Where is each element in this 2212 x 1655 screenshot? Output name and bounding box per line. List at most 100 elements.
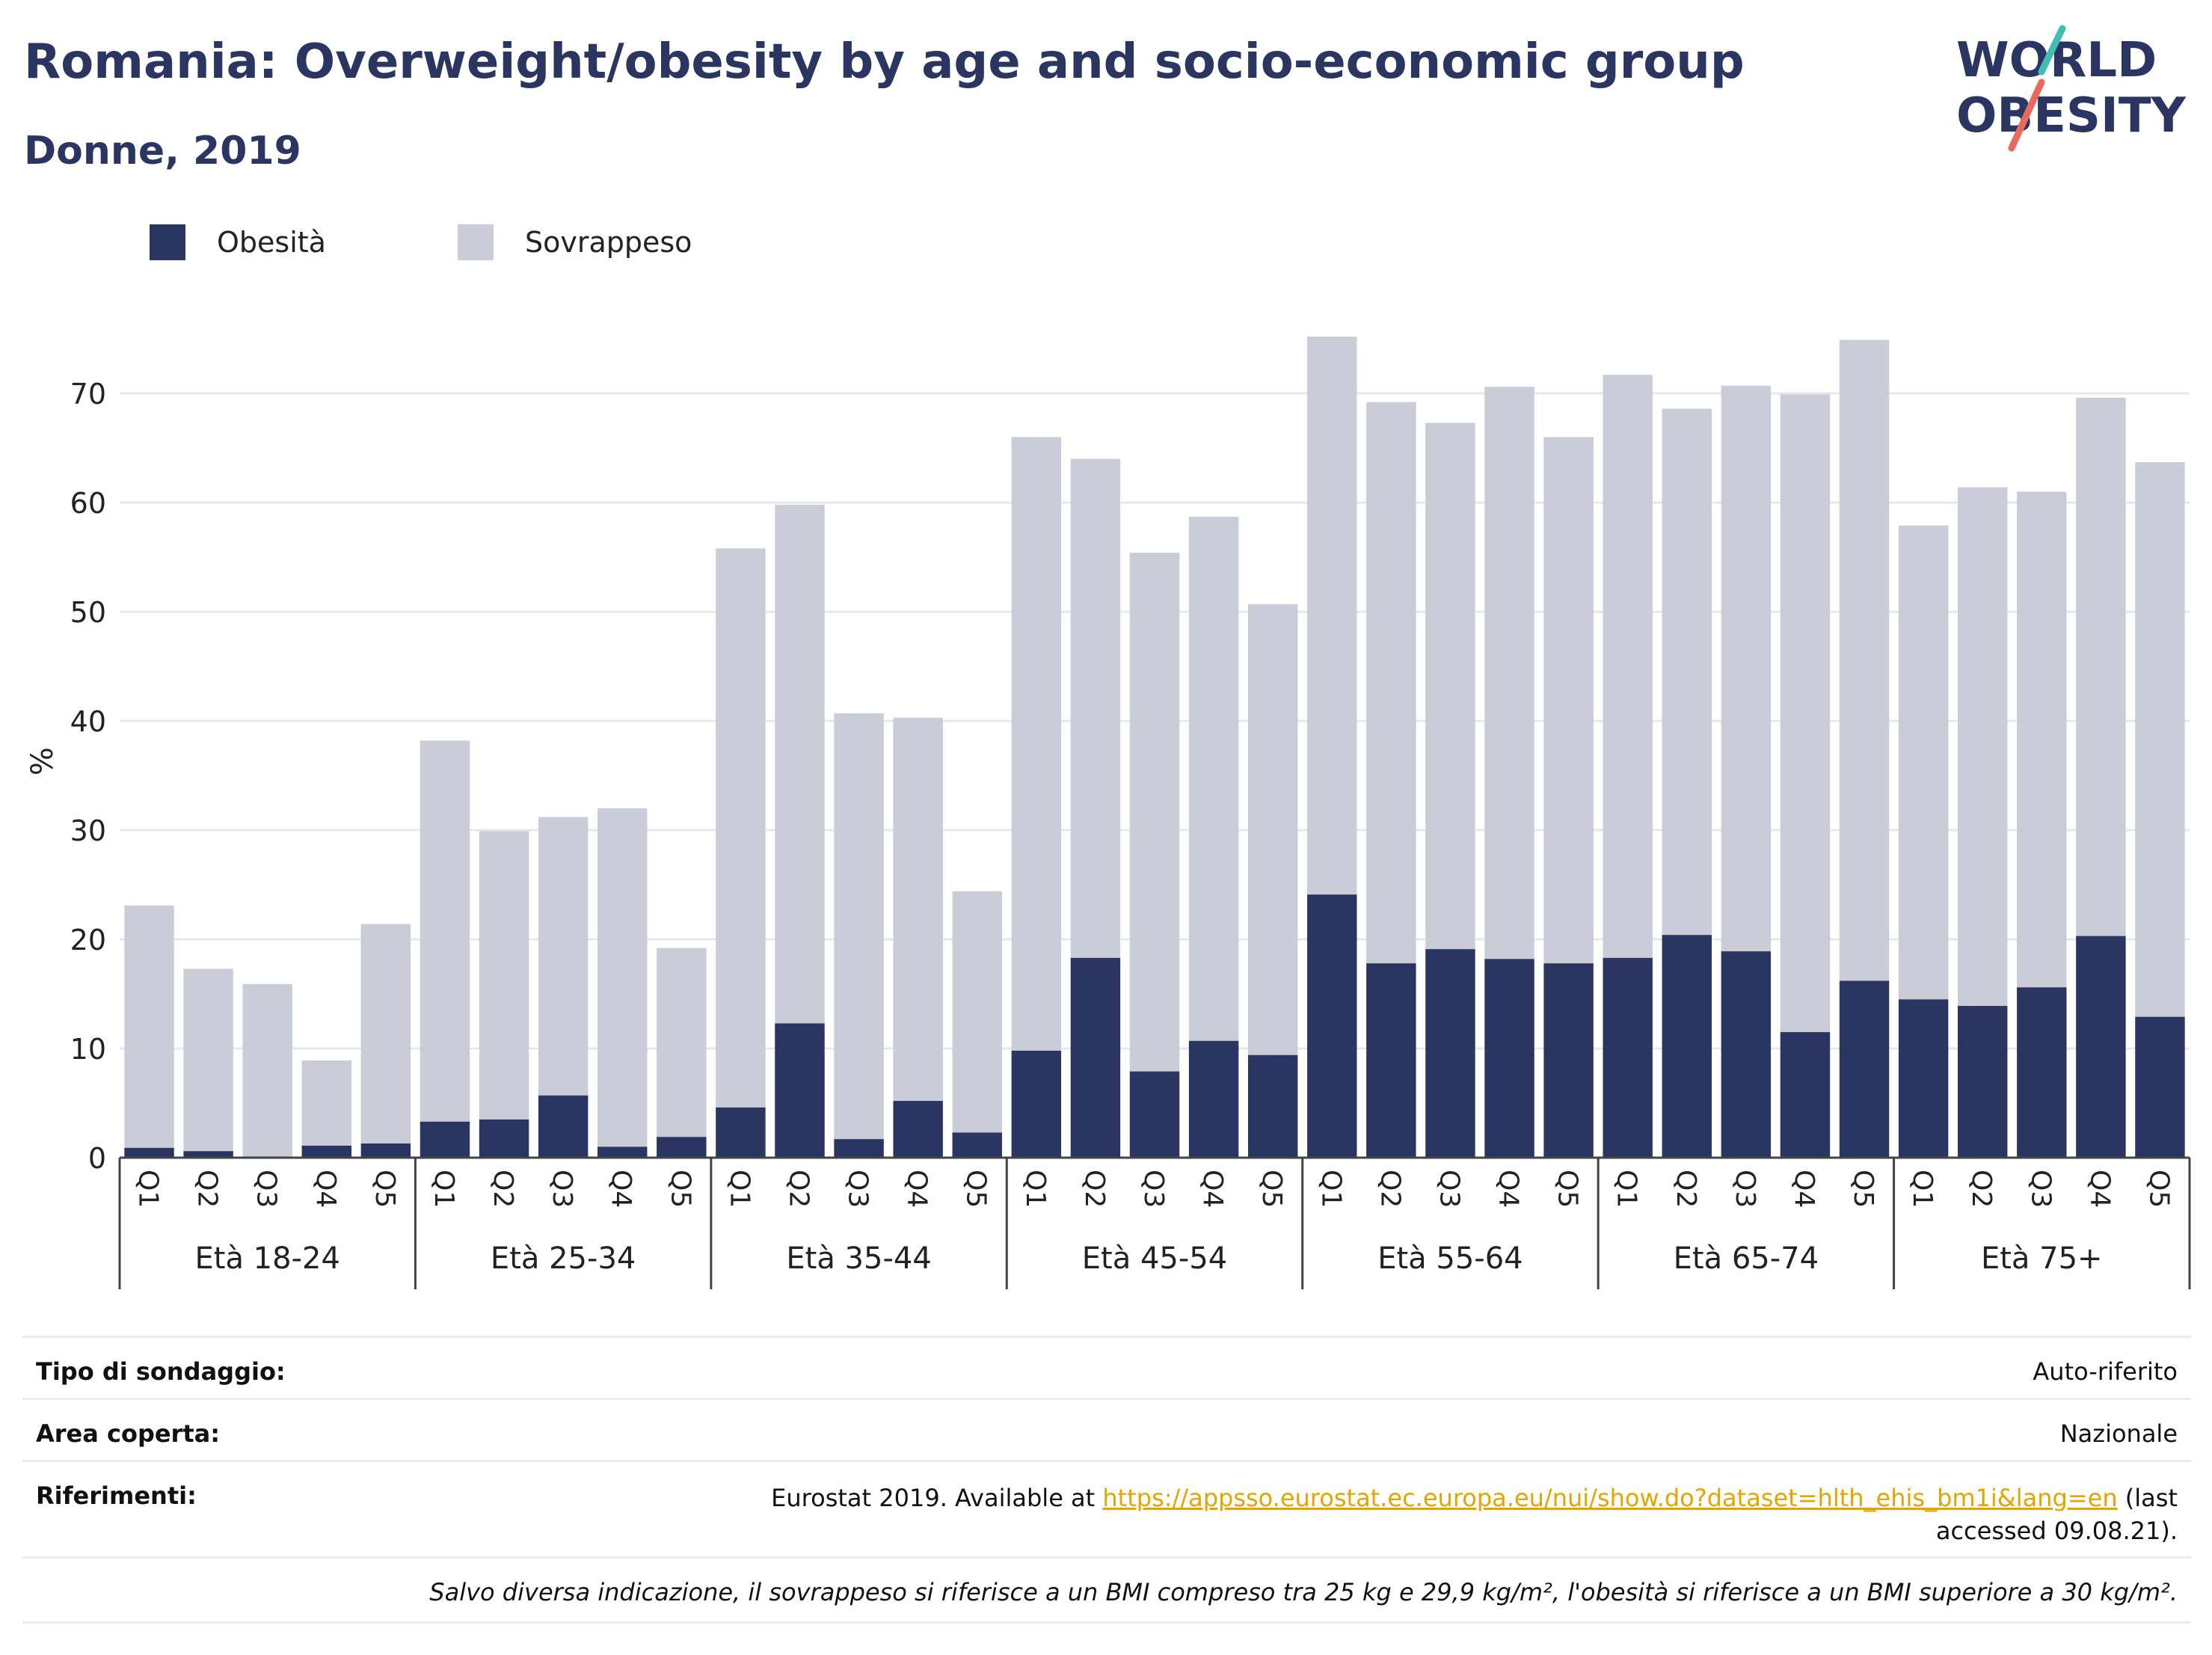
references-link[interactable]: https://appsso.eurostat.ec.europa.eu/nui… bbox=[1102, 1484, 2118, 1512]
bar-obesity bbox=[301, 1145, 352, 1158]
bar-overweight bbox=[1484, 387, 1534, 959]
bar-overweight bbox=[657, 948, 707, 1137]
info-table: Tipo di sondaggio: Auto-riferito Area co… bbox=[22, 1336, 2191, 1624]
bar-overweight bbox=[1011, 437, 1062, 1051]
y-axis-label: % bbox=[25, 747, 60, 776]
x-tick-label: Q3 bbox=[1434, 1170, 1464, 1208]
bar-overweight bbox=[1603, 375, 1653, 958]
logo-line2: OBESITY bbox=[1956, 88, 2186, 144]
y-tick-label: 10 bbox=[70, 1033, 106, 1066]
y-tick-label: 0 bbox=[88, 1142, 106, 1175]
bars bbox=[124, 337, 2185, 1158]
y-tick-label: 40 bbox=[70, 705, 106, 738]
legend-item-obesity: Obesità bbox=[150, 221, 326, 263]
bar-overweight bbox=[242, 983, 292, 1158]
x-tick-label: Q4 bbox=[902, 1170, 933, 1208]
x-tick-label: Q1 bbox=[1612, 1170, 1642, 1208]
bar-obesity bbox=[183, 1151, 233, 1158]
area-label: Area coperta: bbox=[36, 1419, 221, 1448]
bar-overweight bbox=[1780, 394, 1831, 1033]
axes: 0 10 20 30 40 50 60 70 Q1 Q2 Q3 Q4 Q5 Età 18-24 Q1 Q2 Q3… bbox=[70, 378, 2191, 1289]
bar-obesity bbox=[420, 1121, 470, 1158]
x-tick-label: Q4 bbox=[310, 1170, 341, 1208]
bar-overweight bbox=[538, 817, 589, 1096]
bar-obesity bbox=[1543, 963, 1594, 1158]
legend-label-obesity: Obesità bbox=[217, 226, 326, 259]
chart-subtitle: Donne, 2019 bbox=[24, 129, 301, 174]
x-tick-label: Q4 bbox=[1493, 1170, 1524, 1208]
x-tick-label: Q4 bbox=[606, 1170, 636, 1208]
x-tick-label: Q2 bbox=[1671, 1170, 1701, 1208]
bar-obesity bbox=[1011, 1050, 1062, 1158]
survey-type-value: Auto-riferito bbox=[2033, 1357, 2178, 1386]
bar-obesity bbox=[2017, 987, 2067, 1158]
x-tick-label: Q2 bbox=[192, 1170, 223, 1208]
x-tick-label: Q1 bbox=[133, 1170, 164, 1208]
bar-obesity bbox=[1603, 957, 1653, 1158]
x-tick-label: Q2 bbox=[1374, 1170, 1405, 1208]
bar-overweight bbox=[834, 713, 884, 1140]
legend-swatch-obesity bbox=[150, 224, 185, 260]
bar-overweight bbox=[1425, 423, 1475, 950]
x-tick-label: Q5 bbox=[665, 1170, 695, 1208]
bar-overweight bbox=[775, 504, 825, 1024]
bar-obesity bbox=[775, 1023, 825, 1158]
bar-obesity bbox=[1188, 1040, 1239, 1158]
x-tick-label: Q2 bbox=[488, 1170, 518, 1208]
x-tick-label: Q5 bbox=[1256, 1170, 1287, 1208]
bar-overweight bbox=[1898, 525, 1949, 1000]
bar-obesity bbox=[1425, 949, 1475, 1158]
logo-slash-red bbox=[2008, 79, 2045, 152]
bar-overweight bbox=[124, 905, 174, 1148]
bar-overweight bbox=[952, 891, 1002, 1133]
x-tick-label: Q1 bbox=[428, 1170, 459, 1208]
y-tick-label: 60 bbox=[70, 487, 106, 520]
world-obesity-logo: WORLD OBESITY bbox=[1956, 25, 2186, 152]
bar-obesity bbox=[597, 1146, 648, 1158]
group-label: Età 75+ bbox=[1981, 1241, 2103, 1276]
info-row-note: Salvo diversa indicazione, il sovrappeso… bbox=[22, 1556, 2191, 1624]
bar-overweight bbox=[1839, 340, 1890, 981]
bar-obesity bbox=[893, 1101, 943, 1158]
bar-obesity bbox=[1898, 999, 1949, 1158]
bar-overweight bbox=[1129, 553, 1180, 1072]
group-label: Età 55-64 bbox=[1377, 1241, 1523, 1276]
y-tick-label: 20 bbox=[70, 924, 106, 957]
x-tick-label: Q1 bbox=[1315, 1170, 1346, 1208]
x-tick-label: Q4 bbox=[1197, 1170, 1228, 1208]
group-label: Età 35-44 bbox=[786, 1241, 931, 1276]
x-tick-label: Q3 bbox=[843, 1170, 873, 1208]
bar-obesity bbox=[1247, 1054, 1298, 1158]
x-tick-label: Q1 bbox=[724, 1170, 755, 1208]
bar-overweight bbox=[1307, 337, 1357, 895]
bar-overweight bbox=[479, 831, 529, 1120]
x-tick-label: Q2 bbox=[1079, 1170, 1110, 1208]
bar-obesity bbox=[1780, 1032, 1831, 1158]
x-tick-label: Q3 bbox=[1730, 1170, 1760, 1208]
bar-obesity bbox=[1957, 1006, 2008, 1158]
x-tick-label: Q5 bbox=[1552, 1170, 1583, 1208]
bar-overweight bbox=[360, 924, 411, 1144]
bar-obesity bbox=[952, 1132, 1002, 1158]
x-tick-label: Q3 bbox=[251, 1170, 282, 1208]
bar-obesity bbox=[1839, 980, 1890, 1158]
bar-overweight bbox=[2076, 397, 2126, 936]
bar-obesity bbox=[1721, 951, 1772, 1158]
logo-slash-teal bbox=[2038, 25, 2066, 76]
info-row-survey: Tipo di sondaggio: Auto-riferito bbox=[22, 1336, 2191, 1398]
bar-obesity bbox=[1070, 957, 1121, 1158]
group-label: Età 65-74 bbox=[1674, 1241, 1819, 1276]
group-label: Età 25-34 bbox=[491, 1241, 636, 1276]
bar-overweight bbox=[1543, 437, 1594, 964]
bar-overweight bbox=[1188, 516, 1239, 1041]
chart-title: Romania: Overweight/obesity by age and s… bbox=[24, 34, 1745, 90]
bar-obesity bbox=[1129, 1071, 1180, 1158]
x-tick-label: Q5 bbox=[2143, 1170, 2174, 1208]
bar-obesity bbox=[834, 1139, 884, 1158]
bar-obesity bbox=[1662, 935, 1712, 1158]
bar-overweight bbox=[1366, 402, 1416, 964]
references-value: Eurostat 2019. Available at https://apps… bbox=[682, 1481, 2178, 1547]
bar-overweight bbox=[2135, 461, 2185, 1017]
group-label: Età 45-54 bbox=[1082, 1241, 1227, 1276]
bar-overweight bbox=[2017, 491, 2067, 988]
